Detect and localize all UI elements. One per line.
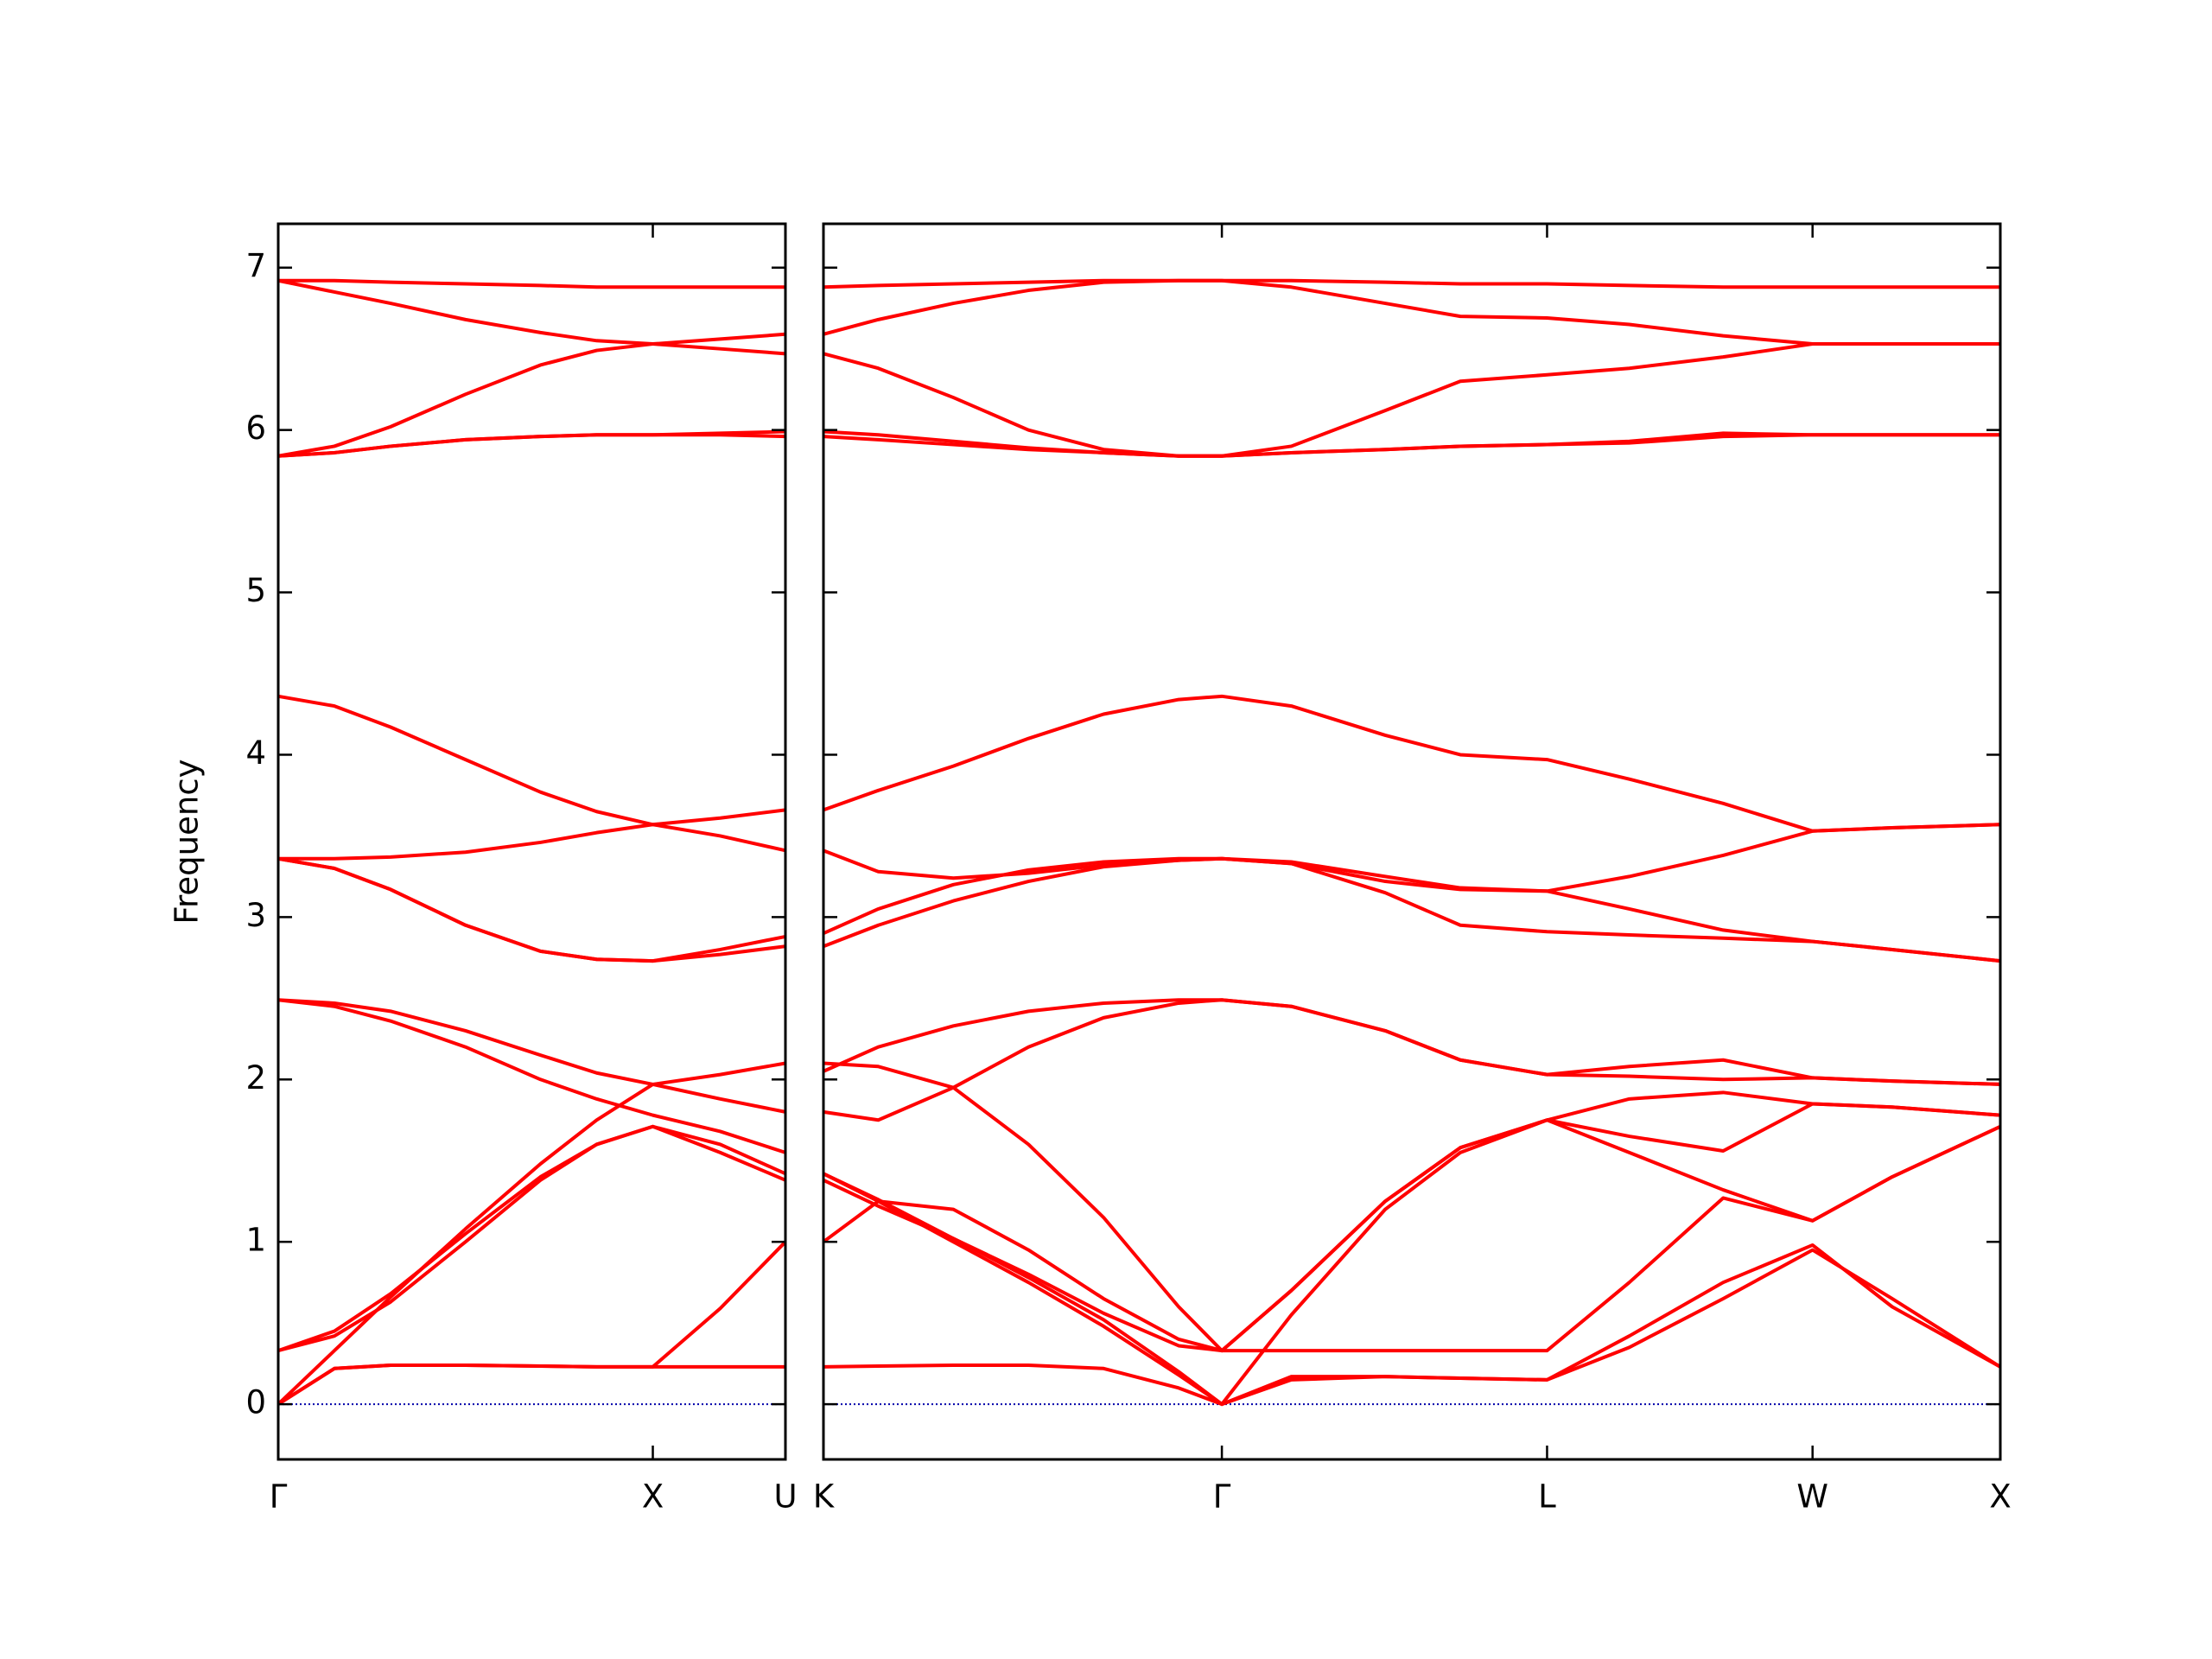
band-line (276, 1061, 786, 1406)
x-tick-label: Γ (270, 1478, 288, 1516)
y-tick-label: 7 (245, 247, 266, 284)
plot-frame (276, 222, 787, 1461)
band-line (277, 429, 786, 458)
y-tick-label: 0 (245, 1384, 266, 1421)
band-line (823, 998, 2001, 1086)
band-line (277, 998, 786, 1114)
band-line (823, 1172, 2001, 1407)
band-line (277, 998, 786, 1154)
x-tick-label: U (773, 1478, 797, 1516)
band-line (823, 1102, 2001, 1353)
band-line (823, 278, 2000, 346)
y-tick-label: 4 (245, 734, 266, 772)
x-tick-label: X (642, 1478, 664, 1516)
y-tick-label: 1 (245, 1222, 266, 1259)
band-line (277, 856, 786, 963)
band-line (822, 1124, 2001, 1353)
band-line (277, 278, 786, 356)
x-tick-label: W (1796, 1478, 1828, 1516)
band-line (277, 694, 786, 853)
band-line (823, 694, 2001, 833)
band-line (823, 856, 2001, 963)
plot-frame (822, 222, 2002, 1461)
band-line (276, 1363, 785, 1406)
y-tick-label: 6 (245, 410, 266, 447)
band-line (277, 1124, 786, 1353)
band-line (278, 278, 785, 289)
band-line (277, 332, 786, 458)
band-line (276, 1240, 787, 1406)
band-line (823, 1118, 2001, 1407)
x-tick-label: Γ (1213, 1478, 1231, 1516)
y-axis-label: Frequency (168, 759, 206, 924)
band-line (278, 808, 786, 861)
band-line (277, 856, 786, 963)
x-tick-label: K (813, 1478, 836, 1516)
band-line (823, 429, 2000, 458)
band-line (823, 342, 2000, 458)
x-tick-label: X (1989, 1478, 2011, 1516)
band-line (823, 823, 2001, 893)
y-tick-label: 2 (245, 1059, 266, 1096)
y-tick-label: 3 (245, 897, 266, 934)
band-line (823, 1248, 2002, 1407)
y-tick-label: 5 (245, 572, 266, 609)
band-line (277, 1124, 786, 1352)
band-line (823, 278, 2000, 289)
band-line (823, 1061, 2001, 1353)
x-tick-label: L (1538, 1478, 1556, 1516)
